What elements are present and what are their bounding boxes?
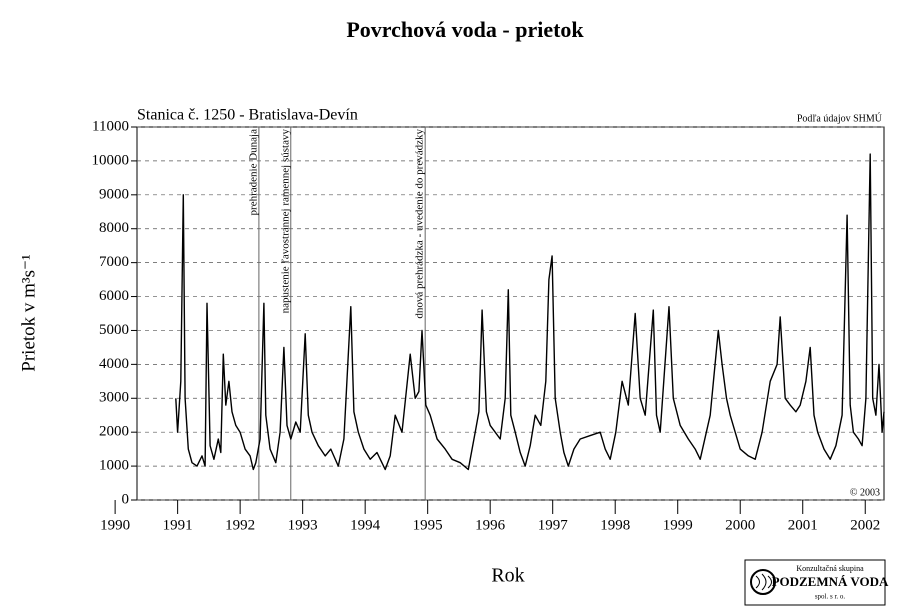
y-tick-label: 6000 [99, 288, 129, 304]
event-label: prehradenie Dunaja [247, 129, 259, 216]
logo-frame [744, 559, 886, 606]
chart-title: Povrchová voda - prietok [346, 17, 584, 42]
x-tick-label: 2002 [850, 517, 880, 533]
x-tick-label: 1994 [350, 517, 381, 533]
y-axis-label: Prietok v m³s⁻¹ [18, 254, 39, 372]
y-tick-label: 4000 [99, 356, 129, 372]
y-tick-label: 0 [122, 491, 130, 507]
y-tick-label: 10000 [92, 152, 130, 168]
chart-subtitle: Stanica č. 1250 - Bratislava-Devín [137, 107, 358, 124]
logo-waves [755, 573, 772, 591]
logo-text: PODZEMNÁ VODA [772, 574, 889, 589]
plot-frame [136, 126, 885, 501]
event-label: napustenie ľavostrannej ramennej sústavy [279, 129, 291, 314]
logo: Konzultačná skupina PODZEMNÁ VODA spol. … [744, 559, 889, 606]
x-tick-label: 1991 [163, 517, 193, 533]
copyright: © 2003 [850, 487, 880, 498]
y-tick-label: 5000 [99, 322, 129, 338]
event-label: dnová prehrádzka - uvedenie do prevádzky [414, 129, 426, 319]
y-tick-label: 3000 [99, 390, 129, 406]
x-tick-label: 1995 [413, 517, 443, 533]
x-tick-label: 1999 [663, 517, 693, 533]
x-tick-label: 1998 [600, 517, 630, 533]
x-tick-label: 1993 [288, 517, 318, 533]
y-tick-label: 7000 [99, 254, 129, 270]
y-tick-label: 9000 [99, 186, 129, 202]
logo-text: spol. s r. o. [815, 593, 846, 601]
logo-text: Konzultačná skupina [796, 564, 864, 573]
x-tick-label: 1997 [538, 517, 569, 533]
y-tick-label: 2000 [99, 424, 129, 440]
x-axis-label: Rok [491, 565, 524, 587]
x-tick-label: 1996 [475, 517, 506, 533]
source-note: Podľa údajov SHMÚ [797, 112, 883, 124]
x-tick-label: 1990 [100, 517, 130, 533]
x-tick-label: 2001 [788, 517, 818, 533]
y-tick-label: 1000 [99, 458, 129, 474]
x-tick-label: 1992 [225, 517, 255, 533]
x-tick-label: 2000 [725, 517, 755, 533]
flow-line [175, 153, 885, 471]
y-tick-label: 11000 [92, 118, 129, 134]
y-tick-label: 8000 [99, 220, 129, 236]
logo-icon [750, 569, 776, 595]
